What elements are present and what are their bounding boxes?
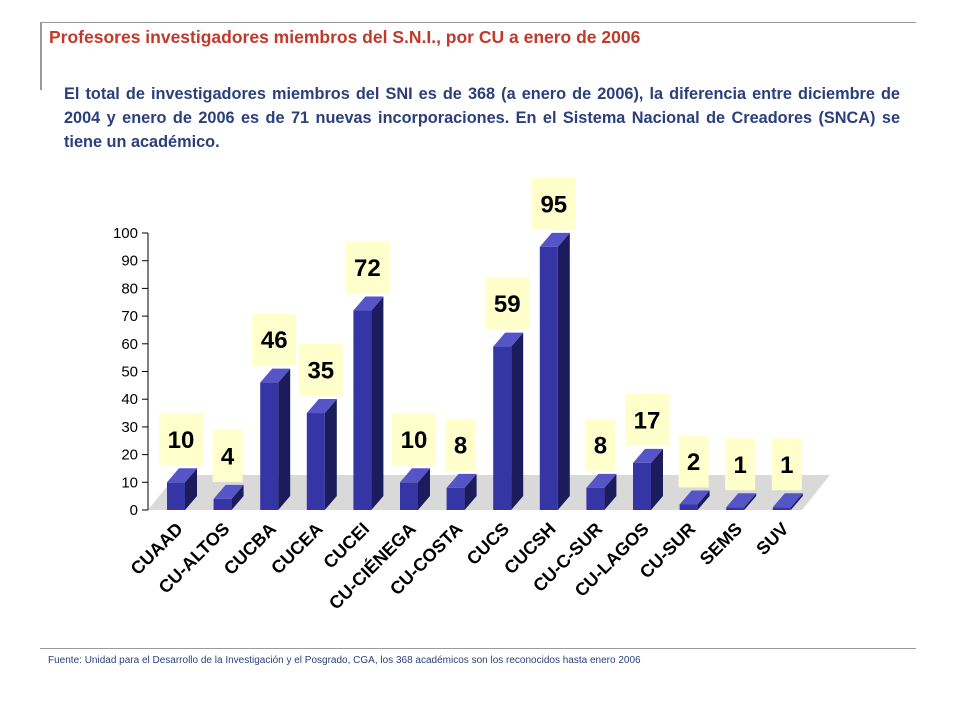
y-tick-label: 20 — [121, 447, 138, 464]
bar-top-cucei — [353, 296, 384, 311]
bar-cu-sur — [679, 504, 698, 510]
description-paragraph: El total de investigadores miembros del … — [64, 85, 900, 151]
y-tick-label: 30 — [121, 419, 138, 436]
top-rule — [40, 22, 916, 23]
bar-top-cu-costa — [446, 473, 477, 488]
x-axis-labels: CUAADCU-ALTOSCUCBACUCEACUCEICU-CIÉNEGACU… — [127, 518, 793, 613]
data-label-box-cucei — [345, 241, 390, 294]
bar-top-cu-lagos — [633, 448, 663, 463]
bar-side-cucs — [511, 332, 524, 510]
data-label-box-cucsh — [531, 177, 576, 230]
bar-top-cu-sur — [679, 490, 710, 505]
x-tick-label-cucea: CUCEA — [267, 519, 326, 578]
bar-side-cu-altos — [231, 484, 244, 510]
bar-cucs — [493, 346, 512, 510]
data-label-cucs: 59 — [494, 291, 521, 318]
bar-suv — [772, 507, 791, 510]
bar-side-cucba — [278, 368, 291, 510]
bar-top-cu-cienega — [400, 468, 430, 483]
bar-top-suv — [772, 493, 803, 508]
data-label-box-cu-lagos — [625, 393, 669, 446]
bar-top-cu-altos — [213, 484, 244, 499]
bar-side-suv — [790, 493, 803, 510]
data-label-box-cu-cienega — [392, 413, 436, 466]
y-tick-label: 80 — [121, 280, 138, 297]
y-axis: 0 10 20 30 40 50 60 70 80 90 100 — [113, 225, 148, 519]
bar-cu-c-sur — [586, 487, 605, 510]
x-tick-label-cucba: CUCBA — [220, 519, 280, 579]
y-tick-label: 70 — [121, 308, 138, 325]
data-label-cu-cienega: 10 — [401, 427, 428, 454]
data-label-cu-c-sur: 8 — [594, 432, 607, 459]
y-tick-label: 50 — [121, 364, 138, 381]
bar-cucsh — [539, 246, 558, 510]
y-tick-label: 100 — [113, 225, 138, 242]
sni-bar-chart: 0 10 20 30 40 50 60 70 80 90 100 CUAADCU-ALTOSCUCB… — [113, 177, 830, 613]
bar-side-cucea — [324, 399, 337, 510]
bar-cucba — [260, 382, 279, 510]
bar-top-cuaad — [167, 468, 197, 483]
data-label-box-cuaad — [159, 413, 203, 466]
bar-cu-costa — [446, 487, 465, 510]
data-label-cuaad: 10 — [168, 427, 195, 454]
data-label-box-cucea — [298, 344, 343, 397]
data-label-box-cucba — [252, 313, 297, 366]
y-tick-label: 40 — [121, 391, 138, 408]
data-label-box-cu-altos — [212, 429, 243, 482]
data-label-cu-costa: 8 — [454, 432, 467, 459]
bar-side-cucei — [371, 296, 384, 510]
data-label-box-cu-c-sur — [585, 418, 616, 471]
bar-side-cu-lagos — [651, 448, 663, 510]
y-tick-label: 0 — [130, 502, 138, 519]
data-label-sems: 1 — [734, 452, 747, 479]
data-label-cucsh: 95 — [540, 191, 567, 218]
bar-side-sems — [744, 493, 757, 510]
bar-side-cucsh — [557, 232, 570, 510]
bar-top-cu-c-sur — [586, 473, 617, 488]
bar-top-cucba — [260, 368, 291, 383]
bar-cuaad — [167, 482, 185, 510]
side-rule — [40, 22, 42, 90]
bar-side-cu-sur — [697, 490, 710, 510]
bar-side-cu-cienega — [418, 468, 430, 510]
bar-side-cu-c-sur — [604, 473, 617, 510]
data-label-cu-sur: 2 — [687, 449, 700, 476]
bar-top-cucea — [306, 399, 337, 414]
x-tick-label-suv: SUV — [752, 519, 792, 559]
data-label-box-cucs — [485, 277, 530, 330]
data-label-cucea: 35 — [307, 358, 334, 385]
bar-cu-lagos — [633, 462, 651, 510]
data-labels: 10 4 46 35 72 10 8 59 95 8 17 2 1 1 — [159, 177, 802, 491]
bar-sems — [726, 507, 745, 510]
x-tick-label-sems: SEMS — [696, 519, 746, 569]
data-label-suv: 1 — [780, 452, 793, 479]
bar-cucei — [353, 310, 372, 510]
bar-top-cucs — [493, 332, 524, 347]
bar-cu-altos — [213, 498, 232, 510]
bars-group — [167, 232, 803, 510]
data-label-box-cu-sur — [678, 435, 709, 488]
bottom-rule — [40, 648, 916, 649]
y-tick-label: 10 — [121, 474, 138, 491]
bar-side-cuaad — [185, 468, 197, 510]
source-note: Fuente: Unidad para el Desarrollo de la … — [48, 655, 641, 666]
y-tick-label: 60 — [121, 336, 138, 353]
data-label-cu-lagos: 17 — [634, 408, 661, 435]
y-tick-label: 90 — [121, 253, 138, 270]
bar-top-sems — [726, 493, 757, 508]
bar-top-cucsh — [539, 232, 570, 247]
data-label-box-suv — [771, 438, 802, 491]
bar-side-cu-costa — [464, 473, 477, 510]
data-label-cu-altos: 4 — [221, 444, 235, 471]
data-label-box-cu-costa — [445, 418, 476, 471]
page-title: Profesores investigadores miembros del S… — [49, 27, 641, 47]
bar-cucea — [306, 413, 325, 510]
bar-cu-cienega — [400, 482, 418, 510]
data-label-cucei: 72 — [354, 255, 381, 282]
data-label-cucba: 46 — [261, 327, 288, 354]
data-label-box-sems — [725, 438, 756, 491]
